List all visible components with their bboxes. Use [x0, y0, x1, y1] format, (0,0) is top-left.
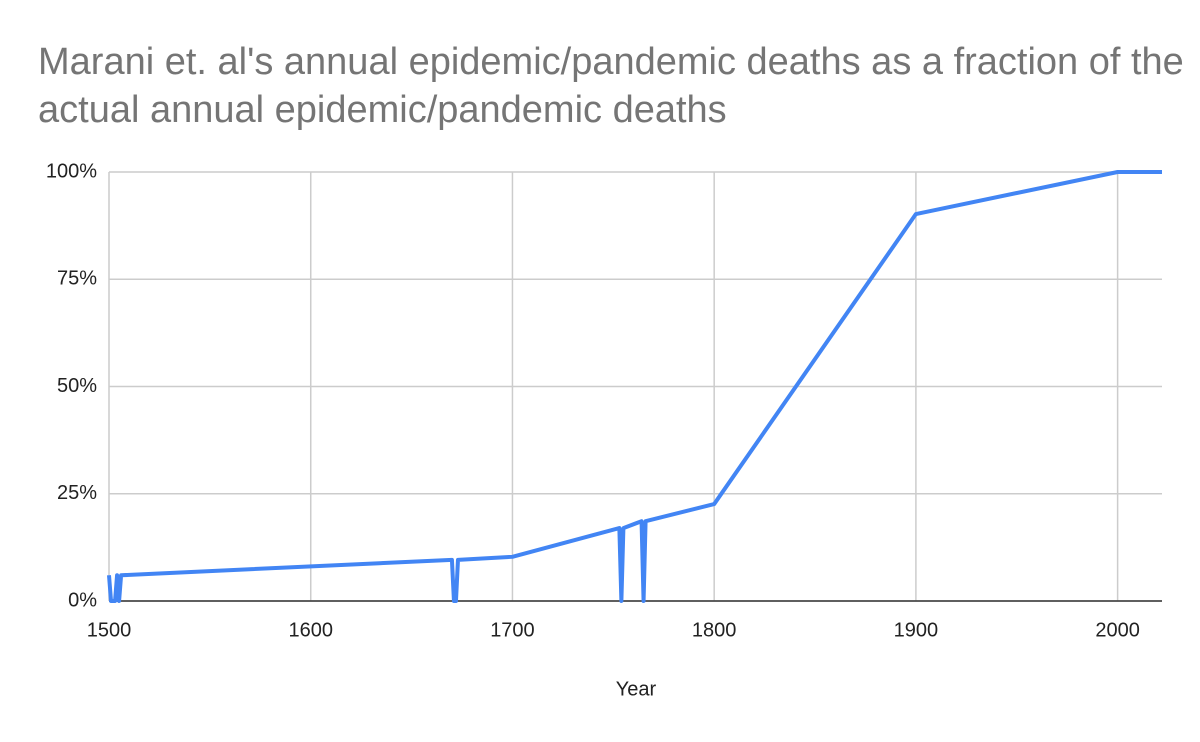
x-tick-label: 1500	[87, 619, 132, 641]
chart-title: Marani et. al's annual epidemic/pandemic…	[38, 41, 1184, 131]
x-tick-label: 1800	[692, 619, 737, 641]
x-tick-label: 1600	[288, 619, 333, 641]
y-tick-label: 100%	[46, 160, 97, 182]
x-tick-label: 1700	[490, 619, 535, 641]
y-tick-label: 75%	[57, 268, 97, 290]
x-tick-label: 2000	[1095, 619, 1140, 641]
x-tick-label: 1900	[894, 619, 939, 641]
y-tick-label: 25%	[57, 482, 97, 504]
data-line	[107, 170, 1162, 603]
x-axis-label: Year	[616, 678, 657, 700]
y-tick-label: 0%	[68, 589, 97, 611]
y-tick-label: 50%	[57, 375, 97, 397]
